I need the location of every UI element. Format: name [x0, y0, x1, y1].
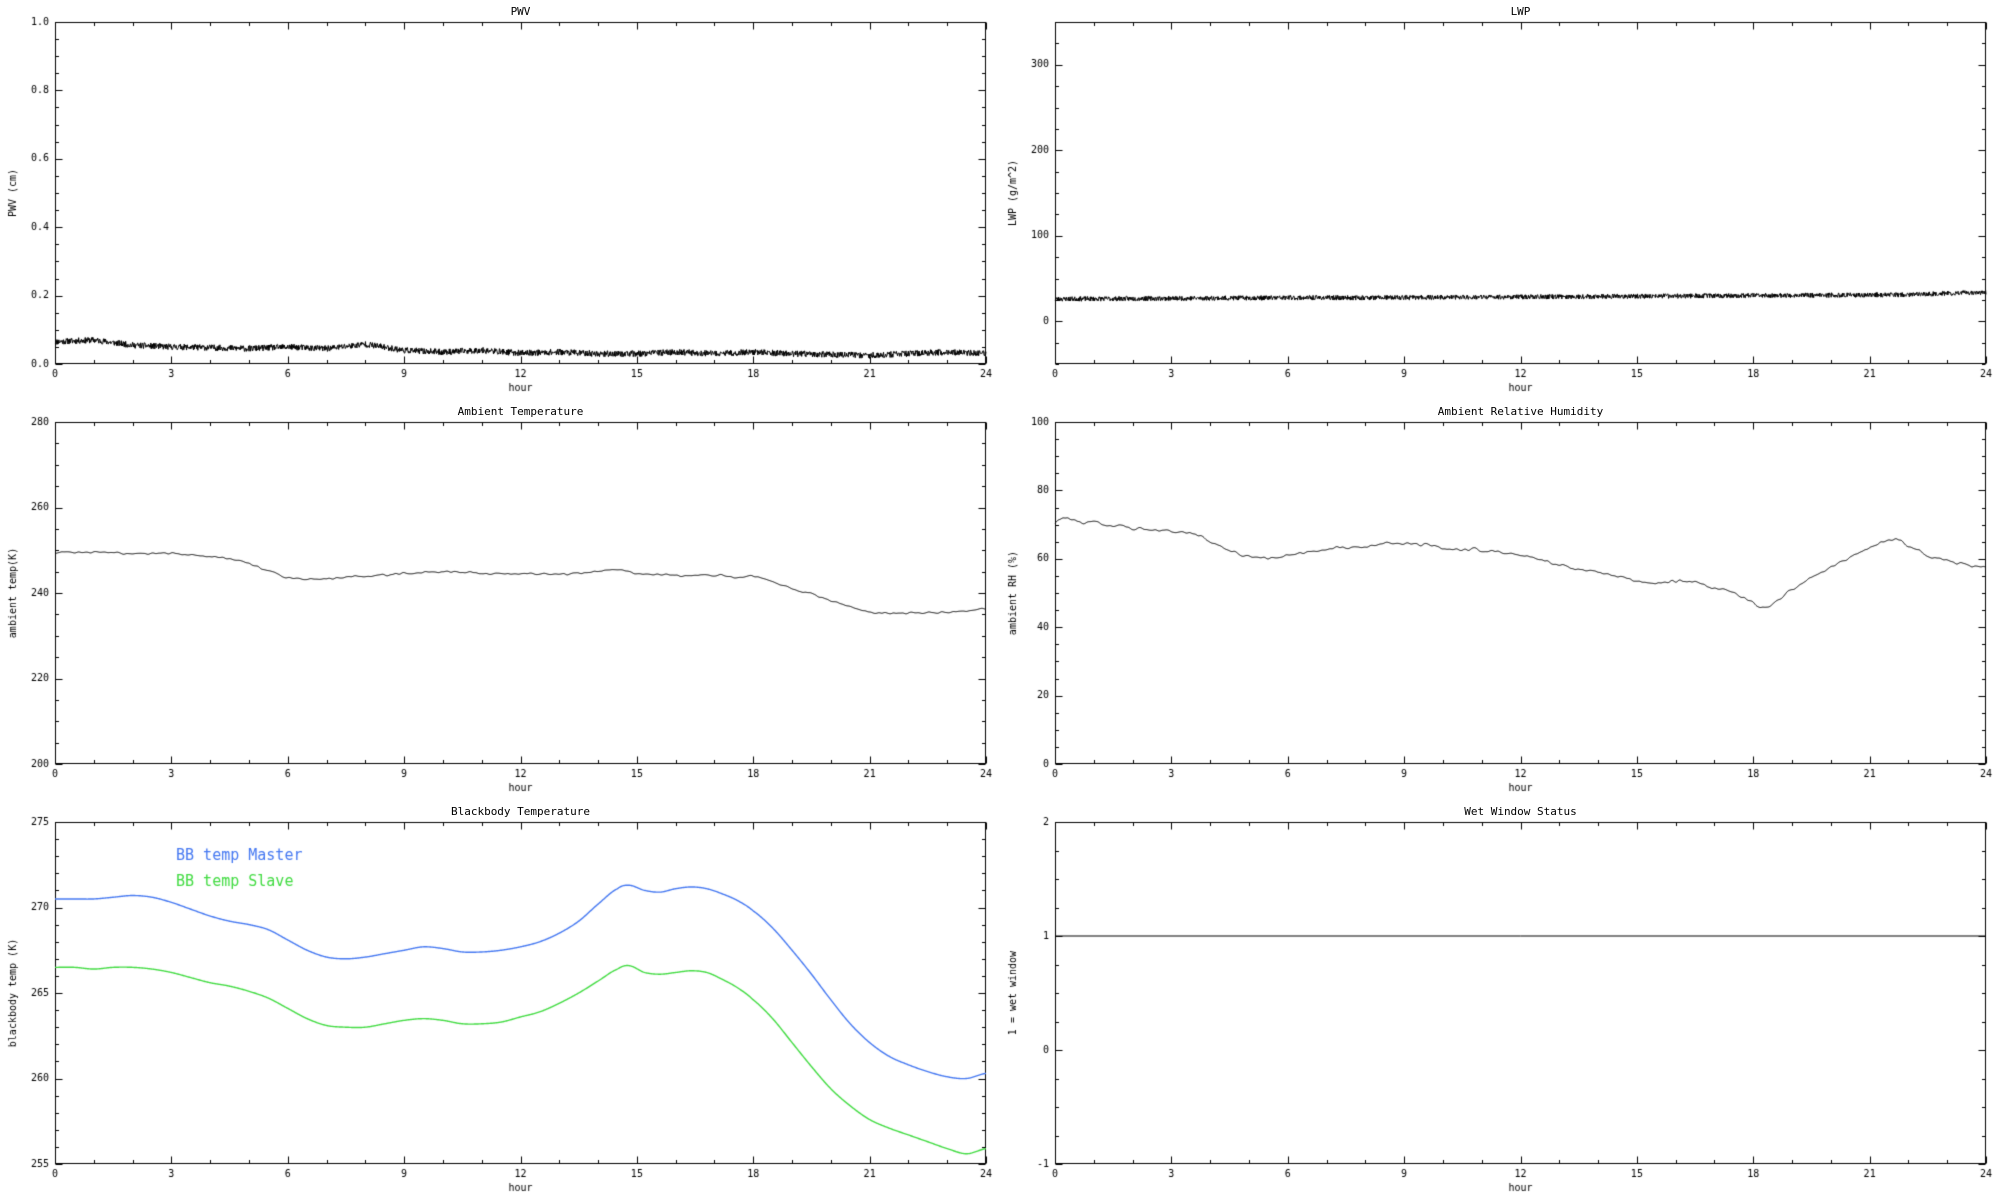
panel-pwv: PWV	[0, 0, 1000, 400]
chart-canvas-pwv	[0, 0, 1000, 400]
chart-canvas-wet-window-status	[1000, 800, 2000, 1200]
chart-title-ambient-relative-humidity: Ambient Relative Humidity	[1437, 405, 1604, 418]
chart-title-blackbody-temperature: Blackbody Temperature	[450, 805, 591, 818]
chart-title-pwv: PWV	[510, 5, 531, 18]
chart-canvas-blackbody-temperature	[0, 800, 1000, 1200]
panel-wet-window-status: Wet Window Status	[1000, 800, 2000, 1200]
chart-canvas-ambient-temperature	[0, 400, 1000, 800]
chart-canvas-ambient-relative-humidity	[1000, 400, 2000, 800]
chart-title-lwp: LWP	[1510, 5, 1531, 18]
panel-ambient-relative-humidity: Ambient Relative Humidity	[1000, 400, 2000, 800]
panel-ambient-temperature: Ambient Temperature	[0, 400, 1000, 800]
chart-title-ambient-temperature: Ambient Temperature	[457, 405, 584, 418]
panel-blackbody-temperature: Blackbody Temperature	[0, 800, 1000, 1200]
panel-lwp: LWP	[1000, 0, 2000, 400]
chart-title-wet-window-status: Wet Window Status	[1464, 805, 1577, 818]
chart-canvas-lwp	[1000, 0, 2000, 400]
